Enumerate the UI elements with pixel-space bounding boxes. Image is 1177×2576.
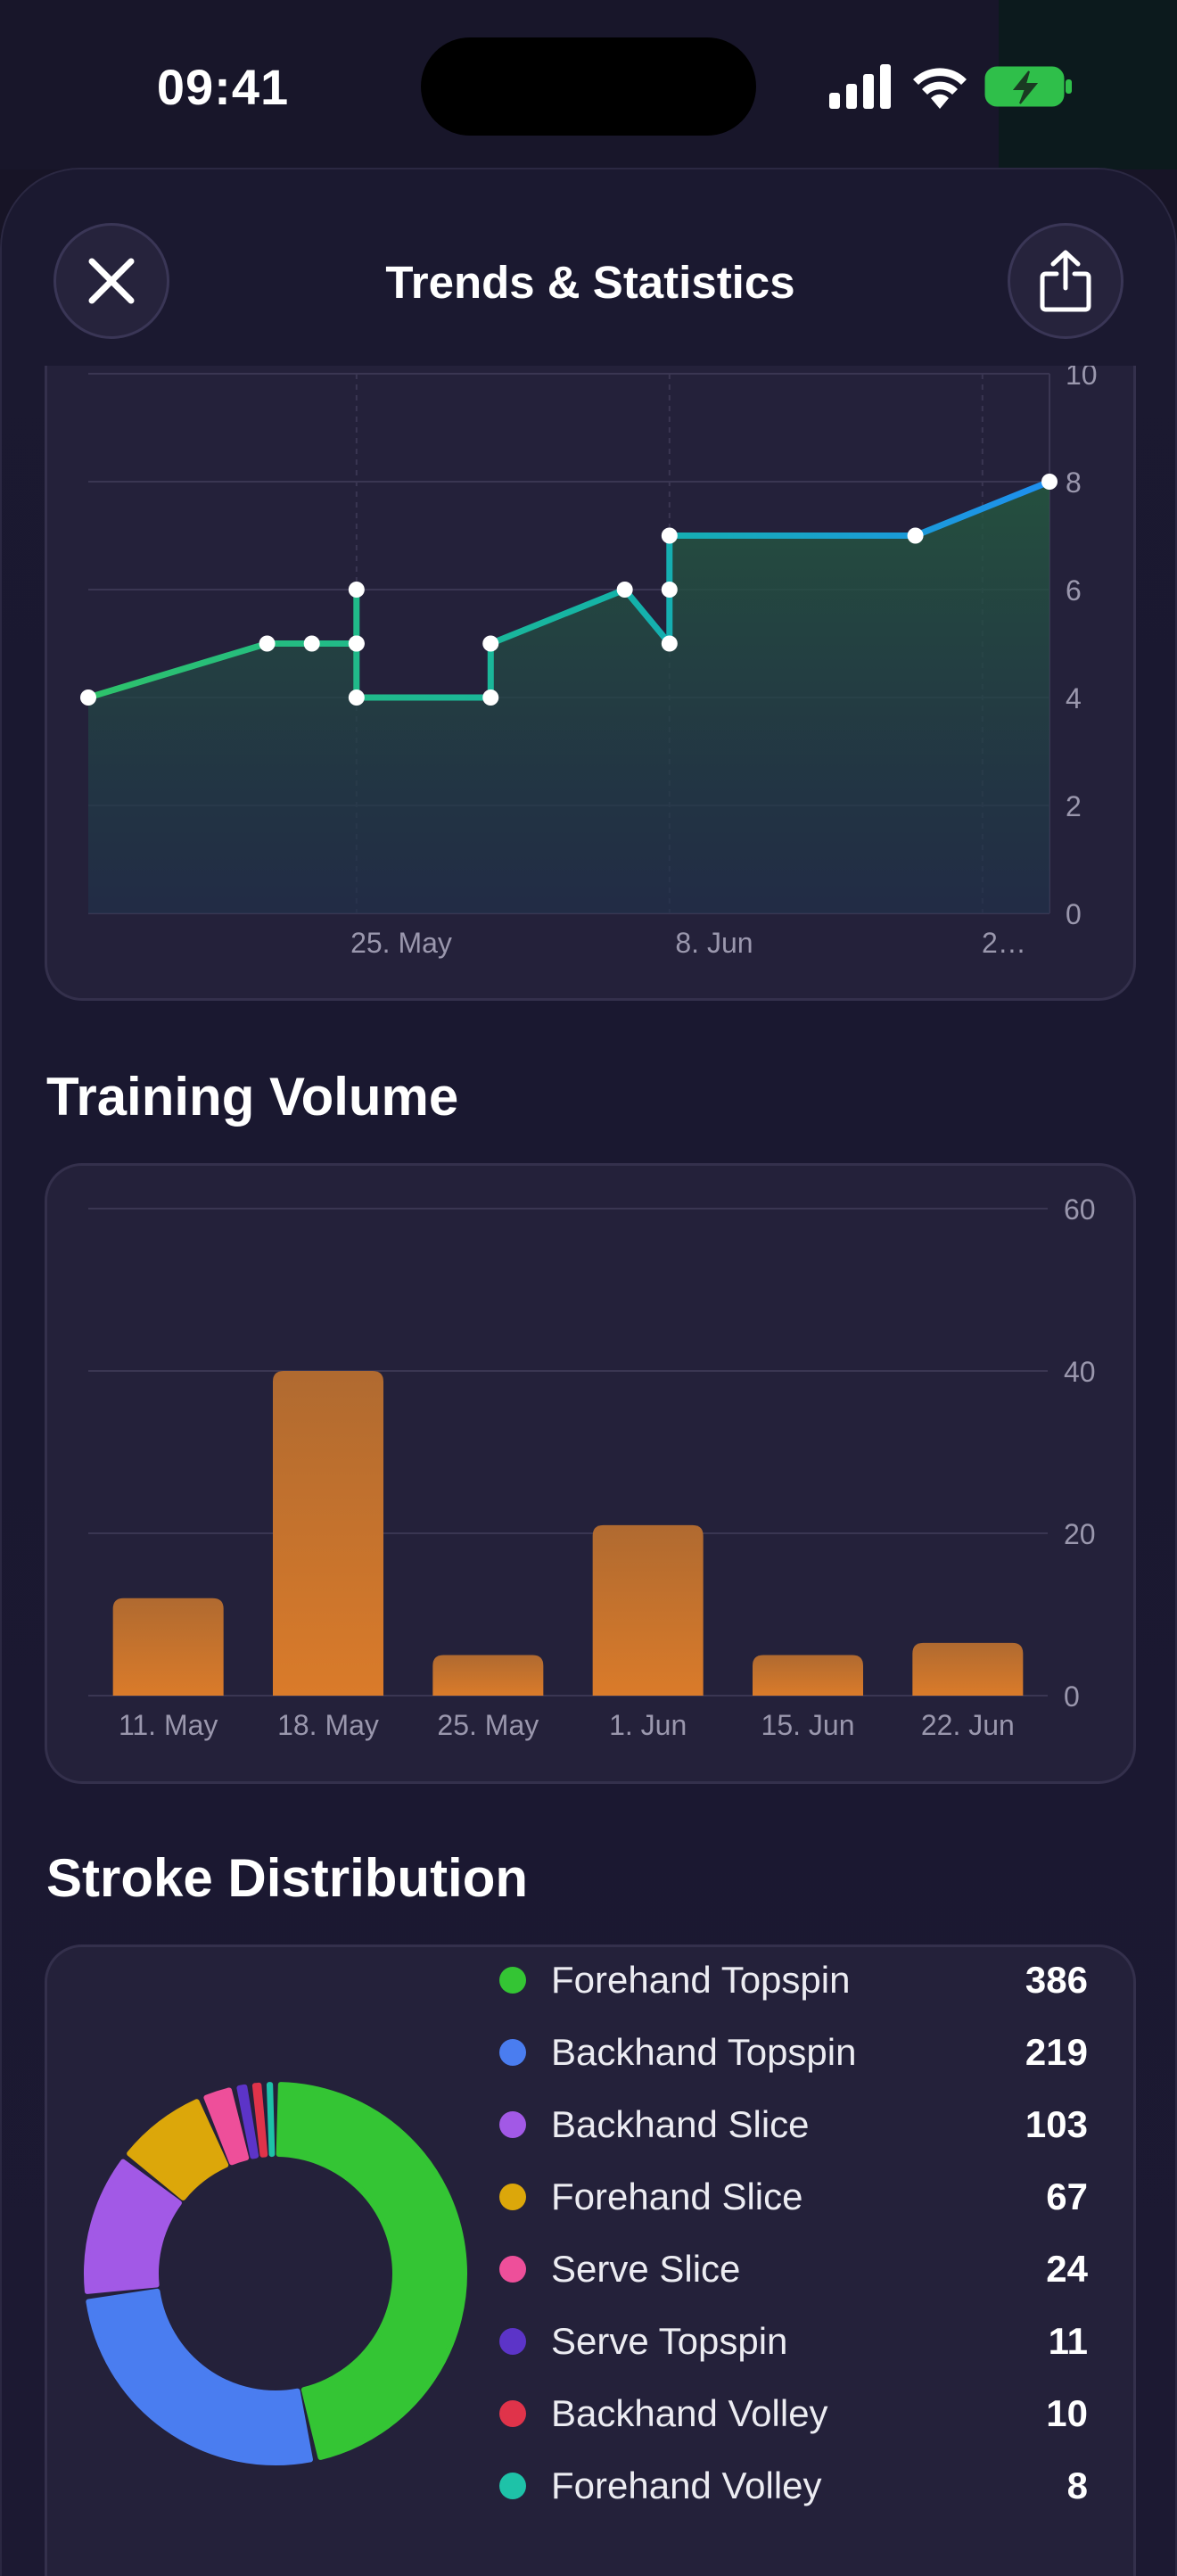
share-icon [1040, 250, 1091, 312]
legend-label: Backhand Slice [551, 2103, 810, 2145]
legend-label: Serve Slice [551, 2248, 741, 2290]
legend-item: Backhand Volley 10 [499, 2387, 1088, 2440]
legend-label: Backhand Topspin [551, 2031, 857, 2073]
donut-slice [84, 2159, 182, 2294]
legend-item: Serve Slice 24 [499, 2242, 1088, 2296]
share-button[interactable] [1008, 223, 1124, 339]
data-point [1041, 474, 1058, 490]
bar [432, 1655, 544, 1696]
y-tick-label: 40 [1064, 1356, 1096, 1388]
data-point [80, 689, 96, 706]
legend-item: Forehand Slice 67 [499, 2170, 1088, 2224]
x-tick-label: 11. May [119, 1709, 218, 1741]
x-tick-label: 22. Jun [921, 1709, 1015, 1741]
legend-value: 10 [1046, 2392, 1088, 2434]
legend-value: 11 [1048, 2320, 1088, 2362]
legend-value: 8 [1066, 2465, 1088, 2506]
legend-dot [499, 2473, 526, 2499]
wifi-icon [913, 68, 967, 109]
y-tick-label: 6 [1066, 574, 1082, 607]
legend-value: 386 [1025, 1959, 1088, 2001]
data-point [303, 635, 320, 652]
legend-label: Forehand Slice [551, 2176, 803, 2217]
legend-label: Forehand Topspin [551, 1959, 851, 2001]
y-tick-label: 0 [1066, 898, 1082, 930]
training-volume-bar-chart: 0 20 40 60 11. May 18. May 25. May 1. Jun 15. Ju… [88, 1193, 1096, 1741]
x-tick-label: 1. Jun [609, 1709, 687, 1741]
legend-item: Forehand Topspin 386 [499, 1953, 1088, 2007]
nav-bar: Trends & Statistics [2, 169, 1175, 366]
legend-label: Forehand Volley [551, 2465, 822, 2506]
legend-dot [499, 2184, 526, 2210]
data-point [482, 689, 499, 706]
legend-item: Serve Topspin 11 [499, 2315, 1088, 2368]
legend-value: 219 [1025, 2031, 1088, 2073]
donut-slice [86, 2288, 313, 2465]
data-point [661, 635, 678, 652]
line-area [88, 482, 1049, 913]
bar [592, 1524, 704, 1696]
y-tick-label: 8 [1066, 466, 1082, 499]
data-point [661, 527, 678, 544]
x-tick-label: 18. May [277, 1709, 379, 1741]
donut-slice [276, 2082, 467, 2460]
data-point [616, 582, 633, 598]
donut-slice [236, 2084, 259, 2159]
stroke-distribution-card [45, 1944, 1136, 2576]
data-point [348, 582, 365, 598]
legend-value: 67 [1046, 2176, 1088, 2217]
data-point [482, 635, 499, 652]
x-tick-label: 15. Jun [761, 1709, 855, 1741]
data-point [907, 527, 924, 544]
data-point [348, 689, 365, 706]
legend-value: 103 [1025, 2103, 1088, 2145]
status-time: 09:41 [156, 59, 290, 115]
bar [112, 1598, 224, 1696]
data-point [348, 635, 365, 652]
battery-charging-icon [984, 66, 1072, 107]
legend-item: Forehand Volley 8 [499, 2459, 1088, 2513]
stroke-donut-chart [84, 2082, 467, 2465]
legend-dot [499, 2039, 526, 2066]
bar [753, 1655, 863, 1696]
close-button[interactable] [54, 223, 169, 339]
dynamic-island [421, 37, 756, 136]
x-tick-label: 2… [982, 927, 1026, 959]
statistics-sheet: Trends & Statistics 0 2 4 6 8 10 25. May 8. Jun… [0, 168, 1177, 2576]
y-tick-label: 0 [1064, 1680, 1080, 1713]
bar [912, 1642, 1024, 1696]
legend-label: Backhand Volley [551, 2392, 828, 2434]
donut-slice [203, 2087, 250, 2166]
legend-value: 24 [1046, 2248, 1088, 2290]
y-tick-label: 2 [1066, 790, 1082, 822]
y-tick-label: 60 [1064, 1193, 1096, 1226]
status-bar: 09:41 [0, 0, 1177, 169]
close-icon [88, 258, 135, 304]
section-title-training-volume: Training Volume [46, 1067, 459, 1127]
x-tick-label: 25. May [437, 1709, 539, 1741]
donut-slice [251, 2082, 268, 2158]
bar [273, 1371, 383, 1696]
y-tick-label: 4 [1066, 682, 1082, 714]
y-tick-label: 20 [1064, 1518, 1096, 1550]
donut-slice [266, 2082, 276, 2158]
legend-dot [499, 2400, 526, 2427]
data-point [661, 582, 678, 598]
section-title-stroke-distribution: Stroke Distribution [46, 1848, 529, 1908]
donut-slice [127, 2099, 229, 2200]
training-volume-card: 0 20 40 60 11. May 18. May 25. May 1. Jun 15. Ju… [45, 1163, 1136, 1784]
legend-item: Backhand Topspin 219 [499, 2026, 1088, 2079]
legend-dot [499, 2256, 526, 2283]
page-title: Trends & Statistics [385, 257, 795, 308]
legend-dot [499, 2111, 526, 2138]
legend-item: Backhand Slice 103 [499, 2098, 1088, 2151]
data-point [259, 635, 276, 652]
x-tick-label: 8. Jun [675, 927, 753, 959]
legend-dot [499, 2328, 526, 2355]
signal-icon [829, 64, 891, 109]
legend-label: Serve Topspin [551, 2320, 788, 2362]
legend-dot [499, 1967, 526, 1994]
x-tick-label: 25. May [350, 927, 452, 959]
